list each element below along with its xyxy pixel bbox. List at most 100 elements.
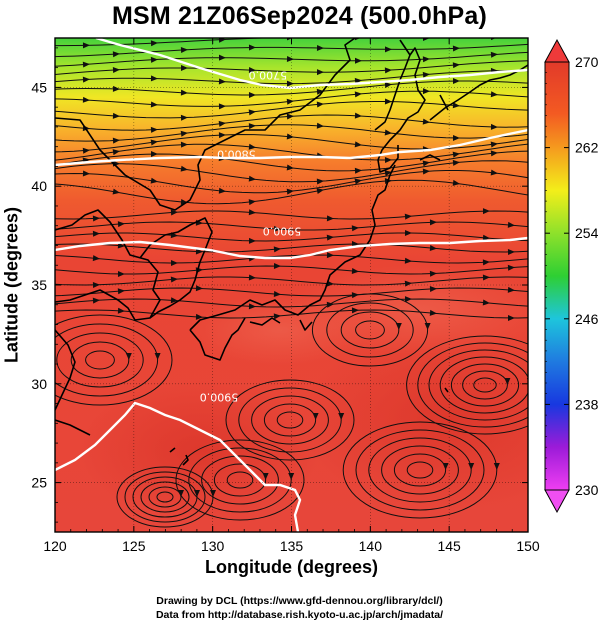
- streamline-arrow: [354, 141, 362, 148]
- x-axis-ticks: 120 125 130 135 140 145 150: [43, 38, 540, 554]
- streamline-vortex: [124, 471, 206, 523]
- streamline-arrow: [490, 169, 498, 176]
- credit-data: Data from http://database.rish.kyoto-u.a…: [155, 609, 444, 621]
- streamline-arrow: [92, 255, 100, 262]
- streamline-arrowheads: [82, 38, 528, 497]
- streamline-arrow: [82, 170, 90, 177]
- streamline-arrow: [452, 179, 460, 186]
- streamline-arrow: [150, 139, 158, 146]
- streamline-arrow: [273, 262, 281, 269]
- x-tick-label: 130: [201, 538, 225, 554]
- map-gridlines: [55, 38, 528, 532]
- y-axis-label: Latitude (degrees): [1, 206, 22, 364]
- y-tick-label: 25: [31, 475, 47, 491]
- streamline-arrow: [180, 141, 188, 148]
- streamline-vortex: [251, 395, 329, 445]
- streamline-arrow: [468, 463, 475, 470]
- streamline-arrow: [422, 88, 430, 95]
- streamline-arrow: [452, 62, 460, 69]
- streamline-arrow: [384, 157, 392, 164]
- streamline-arrow: [286, 98, 294, 105]
- streamline-vortex: [85, 350, 115, 370]
- streamline-arrow: [384, 170, 392, 177]
- streamline-arrow: [504, 378, 511, 385]
- streamline-arrow: [354, 167, 362, 174]
- streamline-arrow: [218, 78, 226, 85]
- streamline-arrow: [112, 149, 120, 156]
- streamline-vortex: [342, 421, 498, 519]
- streamline-arrow: [248, 109, 256, 116]
- streamline-vortex: [473, 377, 497, 393]
- streamline-arrow: [338, 413, 345, 420]
- streamline-vortex: [355, 320, 385, 340]
- streamline-arrow: [354, 112, 362, 119]
- streamline-arrow: [404, 296, 412, 303]
- streamline-arrow: [422, 160, 430, 167]
- streamline-arrow: [316, 122, 324, 129]
- streamline-arrow: [482, 259, 490, 266]
- streamline-arrow: [248, 175, 256, 182]
- streamline: [55, 221, 528, 231]
- streamline-arrow: [422, 71, 430, 78]
- streamline: [55, 80, 528, 96]
- streamline-arrow: [112, 188, 120, 195]
- streamline-arrow: [452, 159, 460, 166]
- colorbar: 270 262 254 246 238 230: [544, 38, 599, 514]
- streamline-arrow: [218, 187, 226, 194]
- streamline-vortex: [225, 379, 355, 461]
- streamline-arrow: [452, 134, 460, 141]
- streamline-vortex: [326, 302, 414, 358]
- streamline-arrow: [273, 225, 281, 232]
- streamline-arrow: [286, 56, 294, 63]
- streamline-arrow: [507, 315, 515, 322]
- streamline: [55, 287, 528, 297]
- streamline-arrow: [507, 221, 515, 228]
- streamline-arrow: [180, 130, 188, 137]
- streamline-arrow: [493, 463, 500, 470]
- streamline-vortex: [355, 429, 485, 511]
- streamline-arrow: [286, 188, 294, 195]
- streamline-arrow: [178, 490, 184, 497]
- streamline-arrow: [150, 177, 158, 184]
- streamline-arrow: [150, 150, 158, 157]
- streamline-arrow: [312, 413, 319, 420]
- streamline-arrow: [112, 66, 120, 73]
- streamline-arrow: [351, 225, 359, 232]
- streamline-arrow: [429, 219, 437, 226]
- streamline-arrow: [482, 234, 490, 241]
- map-plot-area: 5700.0 5800.0 5900.0 5900.0: [55, 38, 528, 532]
- streamline-arrow: [150, 126, 158, 133]
- streamline: [55, 232, 528, 242]
- streamline-arrow: [429, 270, 437, 277]
- streamline-vortex: [226, 471, 254, 489]
- colorbar-scale: [544, 61, 570, 491]
- colorbar-ticks: 270 262 254 246 238 230: [545, 54, 599, 498]
- streamline-arrow: [92, 281, 100, 288]
- streamline-vortex: [406, 461, 434, 479]
- streamline-arrow: [218, 103, 226, 110]
- streamline-arrow: [404, 229, 412, 236]
- streamline-arrow: [452, 45, 460, 52]
- streamline-arrow: [125, 353, 132, 360]
- streamline-arrow: [482, 208, 490, 215]
- streamline-arrow: [170, 276, 178, 283]
- streamline-arrow: [452, 151, 460, 158]
- streamline-arrow: [180, 165, 188, 172]
- x-tick-label: 135: [280, 538, 304, 554]
- streamline-arrow: [248, 123, 256, 130]
- streamline-arrow: [351, 292, 359, 299]
- streamline-vortex: [381, 445, 459, 495]
- streamline-arrow: [490, 150, 498, 157]
- streamline-arrow: [150, 40, 158, 47]
- streamline-arrow: [395, 323, 402, 330]
- streamline-arrow: [117, 242, 125, 249]
- streamline-arrow: [326, 252, 334, 259]
- streamline-vortex: [70, 341, 130, 379]
- colorbar-under-triangle: [544, 489, 570, 514]
- streamline-vortex: [276, 411, 304, 429]
- y-tick-label: 35: [31, 277, 47, 293]
- streamline-arrow: [452, 102, 460, 109]
- colorbar-tick-label: 238: [575, 396, 599, 412]
- contour-label: 5900.0: [200, 391, 239, 404]
